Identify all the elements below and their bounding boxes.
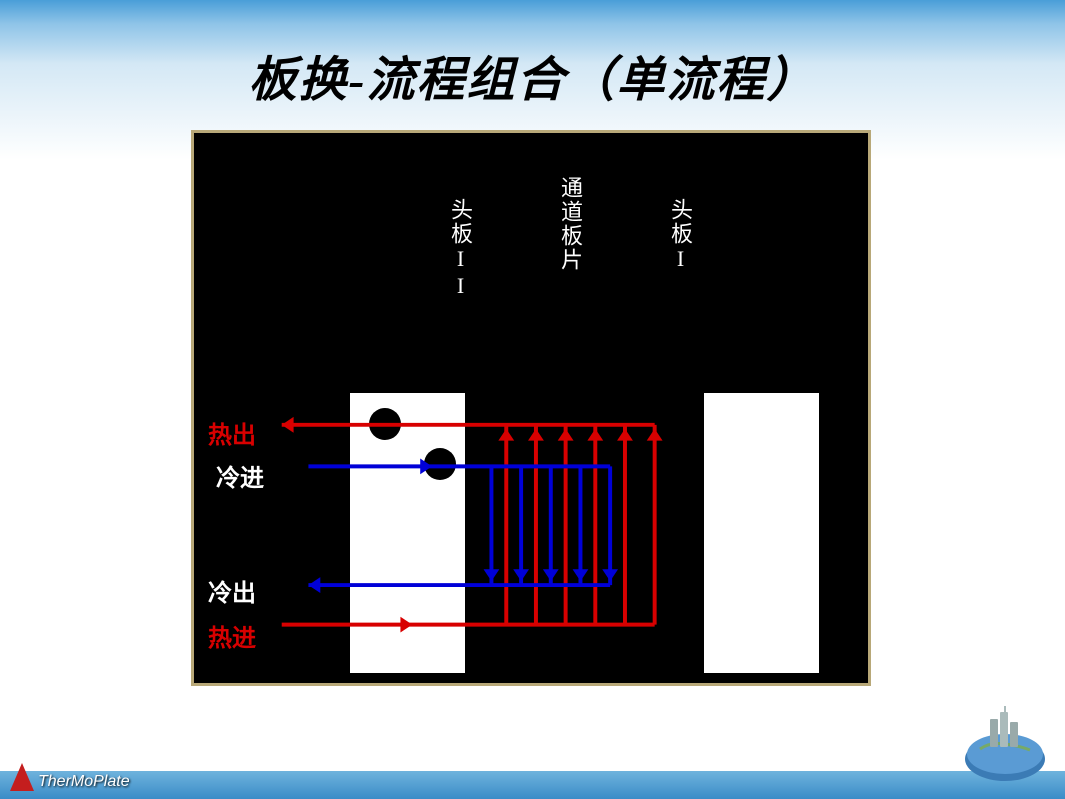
label-channel-plate: 通道板片 <box>554 176 586 272</box>
label-hot-out: 热出 <box>208 415 256 450</box>
port-top-right <box>424 448 456 480</box>
globe-city-icon <box>960 694 1050 784</box>
bottom-bar <box>0 771 1065 799</box>
label-head-plate-2: 头板II <box>444 198 476 300</box>
label-cold-out: 冷出 <box>208 573 256 608</box>
diagram-frame: 头板II 通道板片 头板I 热出 冷进 冷出 热进 <box>191 130 871 686</box>
label-head-plate-1: 头板I <box>664 198 696 273</box>
port-bottom-left <box>369 616 397 644</box>
port-top-left <box>369 408 401 440</box>
logo: TherMoPlate <box>10 763 130 791</box>
port-bottom-right <box>426 576 454 604</box>
right-end-plate <box>704 393 819 673</box>
label-hot-in: 热进 <box>208 618 256 653</box>
label-cold-in: 冷进 <box>216 458 264 493</box>
slide-title: 板换-流程组合（单流程） <box>0 0 1065 110</box>
logo-text: TherMoPlate <box>38 773 130 791</box>
left-end-plate <box>350 393 465 673</box>
logo-triangle-icon <box>10 763 34 791</box>
